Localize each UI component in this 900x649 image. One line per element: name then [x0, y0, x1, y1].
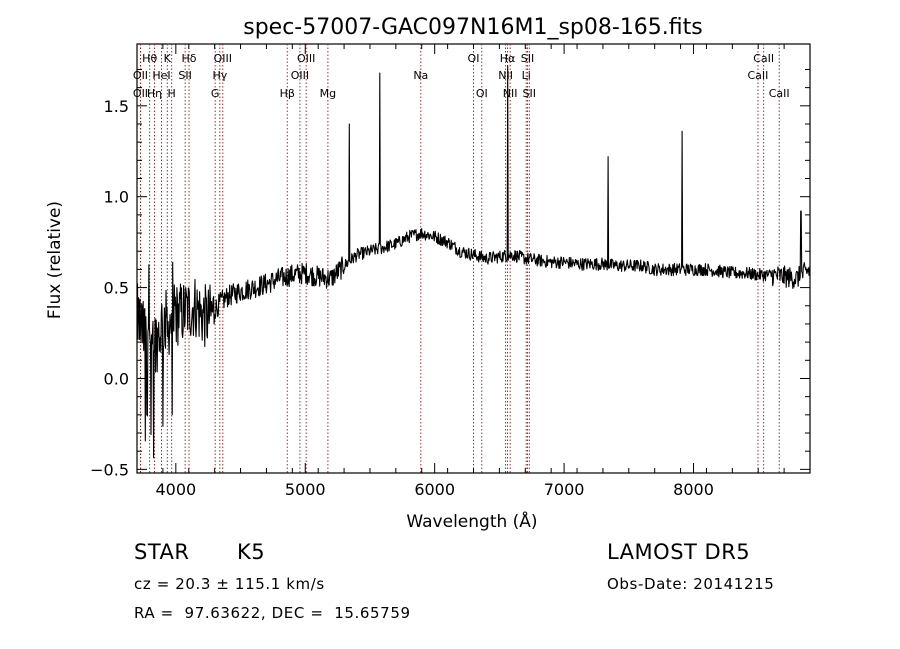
y-tick-label: 0.0: [104, 369, 129, 388]
line-marker-label: Hθ: [142, 52, 157, 65]
line-marker-label: OI: [476, 87, 488, 100]
line-marker-label: NII: [498, 69, 513, 82]
line-marker-label: NII: [503, 87, 518, 100]
x-tick-label: 8000: [673, 480, 714, 499]
line-marker-label: CaII: [748, 69, 769, 82]
line-marker-label: Li: [522, 69, 531, 82]
y-tick-label: −0.5: [90, 460, 129, 479]
line-marker-label: Mg: [320, 87, 336, 100]
line-marker-label: Hγ: [212, 69, 227, 82]
coordinates-text: RA = 97.63622, DEC = 15.65759: [134, 604, 411, 622]
x-axis-label: Wavelength (Å): [406, 510, 537, 532]
line-marker-label: H: [168, 87, 176, 100]
object-subclass: K5: [237, 540, 266, 564]
line-marker-label: K: [164, 52, 172, 65]
line-marker-label: Hβ: [280, 87, 295, 100]
x-tick-label: 4000: [155, 480, 196, 499]
obs-date-text: Obs-Date: 20141215: [607, 575, 775, 593]
line-marker-label: OI: [468, 52, 480, 65]
line-marker-label: HeI: [152, 69, 170, 82]
line-marker-label: CaII: [753, 52, 774, 65]
x-tick-label: 6000: [414, 480, 455, 499]
line-marker-label: OII: [133, 87, 148, 100]
y-axis: −0.5 0.0 0.5 1.0 1.5: [90, 68, 810, 479]
line-marker-label: G: [211, 87, 220, 100]
line-marker-label: Na: [413, 69, 428, 82]
chart-title: spec-57007-GAC097N16M1_sp08-165.fits: [243, 15, 703, 40]
y-axis-label: Flux (relative): [45, 201, 65, 319]
line-marker-label: SII: [523, 87, 536, 100]
line-marker-label: SII: [178, 69, 191, 82]
line-markers: [140, 44, 780, 473]
line-marker-label: CaII: [769, 87, 790, 100]
line-marker-label: OIII: [214, 52, 232, 65]
line-marker-label: SII: [521, 52, 534, 65]
y-tick-label: 0.5: [104, 279, 129, 298]
line-marker-label: Hδ: [182, 52, 197, 65]
y-tick-label: 1.0: [104, 188, 129, 207]
redshift-text: cz = 20.3 ± 115.1 km/s: [134, 575, 325, 593]
x-axis: 4000 5000 6000 7000 8000: [136, 44, 811, 499]
survey-name: LAMOST DR5: [607, 540, 751, 564]
spectrum-line: [136, 65, 811, 459]
x-tick-label: 7000: [544, 480, 585, 499]
object-class: STAR: [134, 540, 190, 564]
y-tick-label: 1.5: [104, 97, 129, 116]
line-marker-label: Hα: [500, 52, 516, 65]
line-marker-label: Hη: [147, 87, 162, 100]
x-tick-label: 5000: [285, 480, 326, 499]
line-marker-label: OII: [133, 69, 148, 82]
line-marker-label: OIII: [291, 69, 309, 82]
line-marker-label: OIII: [297, 52, 315, 65]
